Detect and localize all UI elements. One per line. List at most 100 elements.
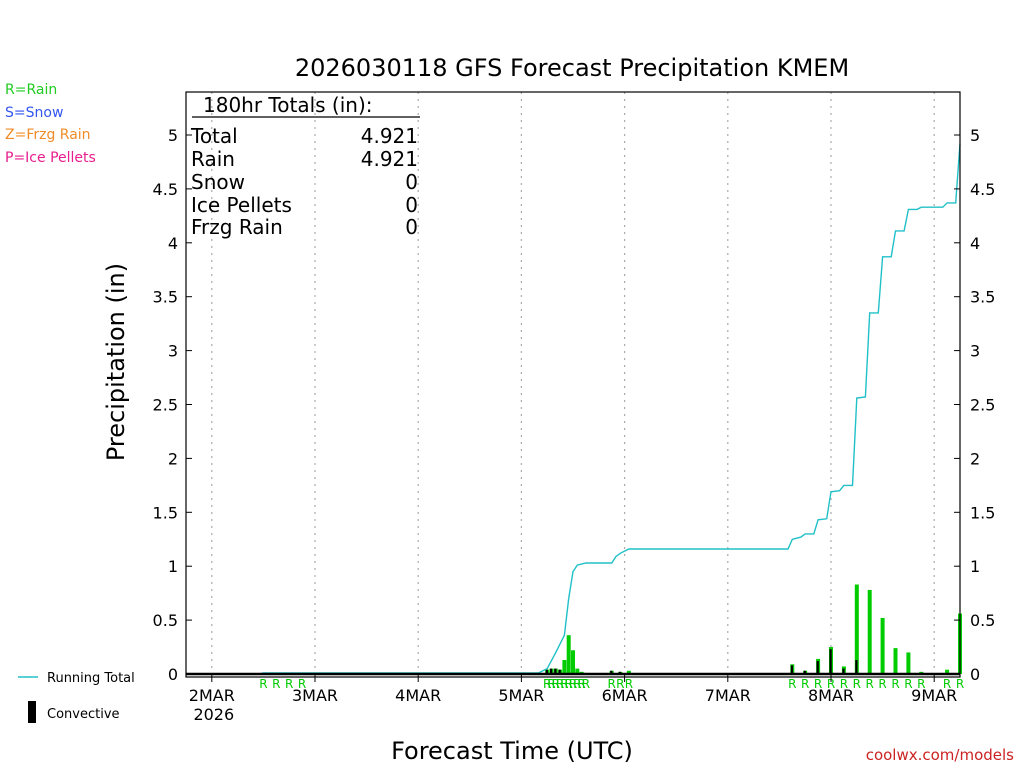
totals-value-rain: 4.921 <box>361 147 418 171</box>
x-tick-label-5: 7MAR <box>705 686 751 705</box>
convective-bar-3 <box>558 669 561 674</box>
precip-type-marker-23: R <box>866 677 874 691</box>
precip-bar-11 <box>575 668 580 674</box>
convective-bar-10 <box>842 668 845 674</box>
x-tick-label-2: 4MAR <box>395 686 441 705</box>
running-total-line <box>186 143 961 675</box>
precip-type-marker-21: R <box>840 677 848 691</box>
precip-type-marker-20: R <box>827 677 835 691</box>
y-tick-label-left-2: 1 <box>168 557 178 576</box>
y-tick-label-right-3: 1.5 <box>970 503 995 522</box>
totals-header: 180hr Totals (in): <box>203 93 373 117</box>
precip-type-marker-26: R <box>904 677 912 691</box>
chart-title: 2026030118 GFS Forecast Precipitation KM… <box>295 54 849 82</box>
totals-value-frzg-rain: 0 <box>405 215 418 239</box>
totals-label-rain: Rain <box>191 147 235 171</box>
convective-bar-2 <box>554 668 557 674</box>
y-tick-label-left-10: 5 <box>168 126 178 145</box>
convective-bar-8 <box>816 661 819 674</box>
x-tick-label-0: 2MAR <box>189 686 235 705</box>
x-tick-label-7: 9MAR <box>911 686 957 705</box>
y-axis-label: Precipitation (in) <box>102 263 130 461</box>
y-tick-label-right-5: 2.5 <box>970 396 995 415</box>
grid-lines <box>211 92 935 674</box>
y-tick-label-left-5: 2.5 <box>153 396 178 415</box>
precip-bar-8 <box>562 659 567 674</box>
y-tick-label-left-1: 0.5 <box>153 611 178 630</box>
convective-bar-6 <box>790 665 793 674</box>
y-tick-label-left-8: 4 <box>168 234 178 253</box>
precip-bar-9 <box>566 635 571 674</box>
y-tick-label-right-2: 1 <box>970 557 980 576</box>
convective-bar-0 <box>545 669 548 674</box>
convective-bar-4 <box>610 670 613 674</box>
convective-series <box>545 649 858 674</box>
precip-type-marker-7: R <box>556 677 564 691</box>
precip-type-marker-1: R <box>272 677 280 691</box>
totals-value-ice-pellets: 0 <box>405 193 418 217</box>
x-tick-sublabel-0: 2026 <box>193 705 234 724</box>
precip-type-marker-15: R <box>616 677 624 691</box>
totals-label-snow: Snow <box>191 170 245 194</box>
totals-value-total: 4.921 <box>361 124 418 148</box>
y-tick-label-right-1: 0.5 <box>970 611 995 630</box>
convective-swatch <box>28 701 36 723</box>
precip-bar-23 <box>867 589 872 674</box>
y-tick-label-left-4: 2 <box>168 449 178 468</box>
y-tick-label-right-9: 4.5 <box>970 180 995 199</box>
precip-type-marker-16: R <box>625 677 633 691</box>
precip-type-marker-13: R <box>582 677 590 691</box>
y-tick-label-left-7: 3.5 <box>153 288 178 307</box>
plot-frame <box>185 91 961 678</box>
precip-type-marker-12: R <box>577 677 585 691</box>
precip-type-marker-4: R <box>543 677 551 691</box>
precip-type-marker-24: R <box>878 677 886 691</box>
totals-value-snow: 0 <box>405 170 418 194</box>
precip-type-marker-5: R <box>547 677 555 691</box>
series-legend: Running Total Convective <box>18 671 135 723</box>
y-tick-label-right-8: 4 <box>970 234 980 253</box>
precip-type-marker-19: R <box>814 677 822 691</box>
x-axis-label: Forecast Time (UTC) <box>391 737 633 765</box>
legend-ice-pellets-key: P=Ice Pellets <box>5 150 96 166</box>
precip-type-marker-8: R <box>560 677 568 691</box>
convective-legend-label: Convective <box>47 707 120 722</box>
legend-snow-key: S=Snow <box>5 105 64 121</box>
precip-bar-16 <box>626 670 631 674</box>
running-total-legend-label: Running Total <box>47 671 135 686</box>
y-tick-label-left-6: 3 <box>168 342 178 361</box>
x-tick-label-6: 8MAR <box>808 686 854 705</box>
precip-type-marker-17: R <box>788 677 796 691</box>
convective-bar-11 <box>855 659 858 674</box>
precip-type-marker-6: R <box>552 677 560 691</box>
convective-bar-9 <box>829 649 832 674</box>
y-tick-label-right-7: 3.5 <box>970 288 995 307</box>
precip-bar-26 <box>906 652 911 674</box>
precip-type-marker-3: R <box>298 677 306 691</box>
precip-bar-22 <box>854 584 859 674</box>
precip-type-marker-18: R <box>801 677 809 691</box>
precip-bar-24 <box>880 617 885 674</box>
precip-type-marker-0: R <box>259 677 267 691</box>
precip-type-marker-9: R <box>565 677 573 691</box>
precip-type-marker-28: R <box>943 677 951 691</box>
convective-bar-7 <box>803 670 806 674</box>
precip-type-marker-27: R <box>917 677 925 691</box>
precip-type-marker-25: R <box>891 677 899 691</box>
precip-bar-10 <box>571 650 575 674</box>
y-tick-label-right-6: 3 <box>970 342 980 361</box>
precip-type-marker-14: R <box>608 677 616 691</box>
y-tick-label-right-0: 0 <box>970 665 980 684</box>
precip-type-marker-2: R <box>285 677 293 691</box>
y-tick-label-left-0: 0 <box>168 665 178 684</box>
precip-type-marker-10: R <box>569 677 577 691</box>
x-tick-label-1: 3MAR <box>292 686 338 705</box>
totals-label-ice-pellets: Ice Pellets <box>191 193 292 217</box>
precip-type-marker-22: R <box>853 677 861 691</box>
precip-bar-28 <box>945 669 950 674</box>
totals-box: 180hr Totals (in): Total 4.921 Rain 4.92… <box>190 93 420 239</box>
x-tick-label-4: 6MAR <box>602 686 648 705</box>
